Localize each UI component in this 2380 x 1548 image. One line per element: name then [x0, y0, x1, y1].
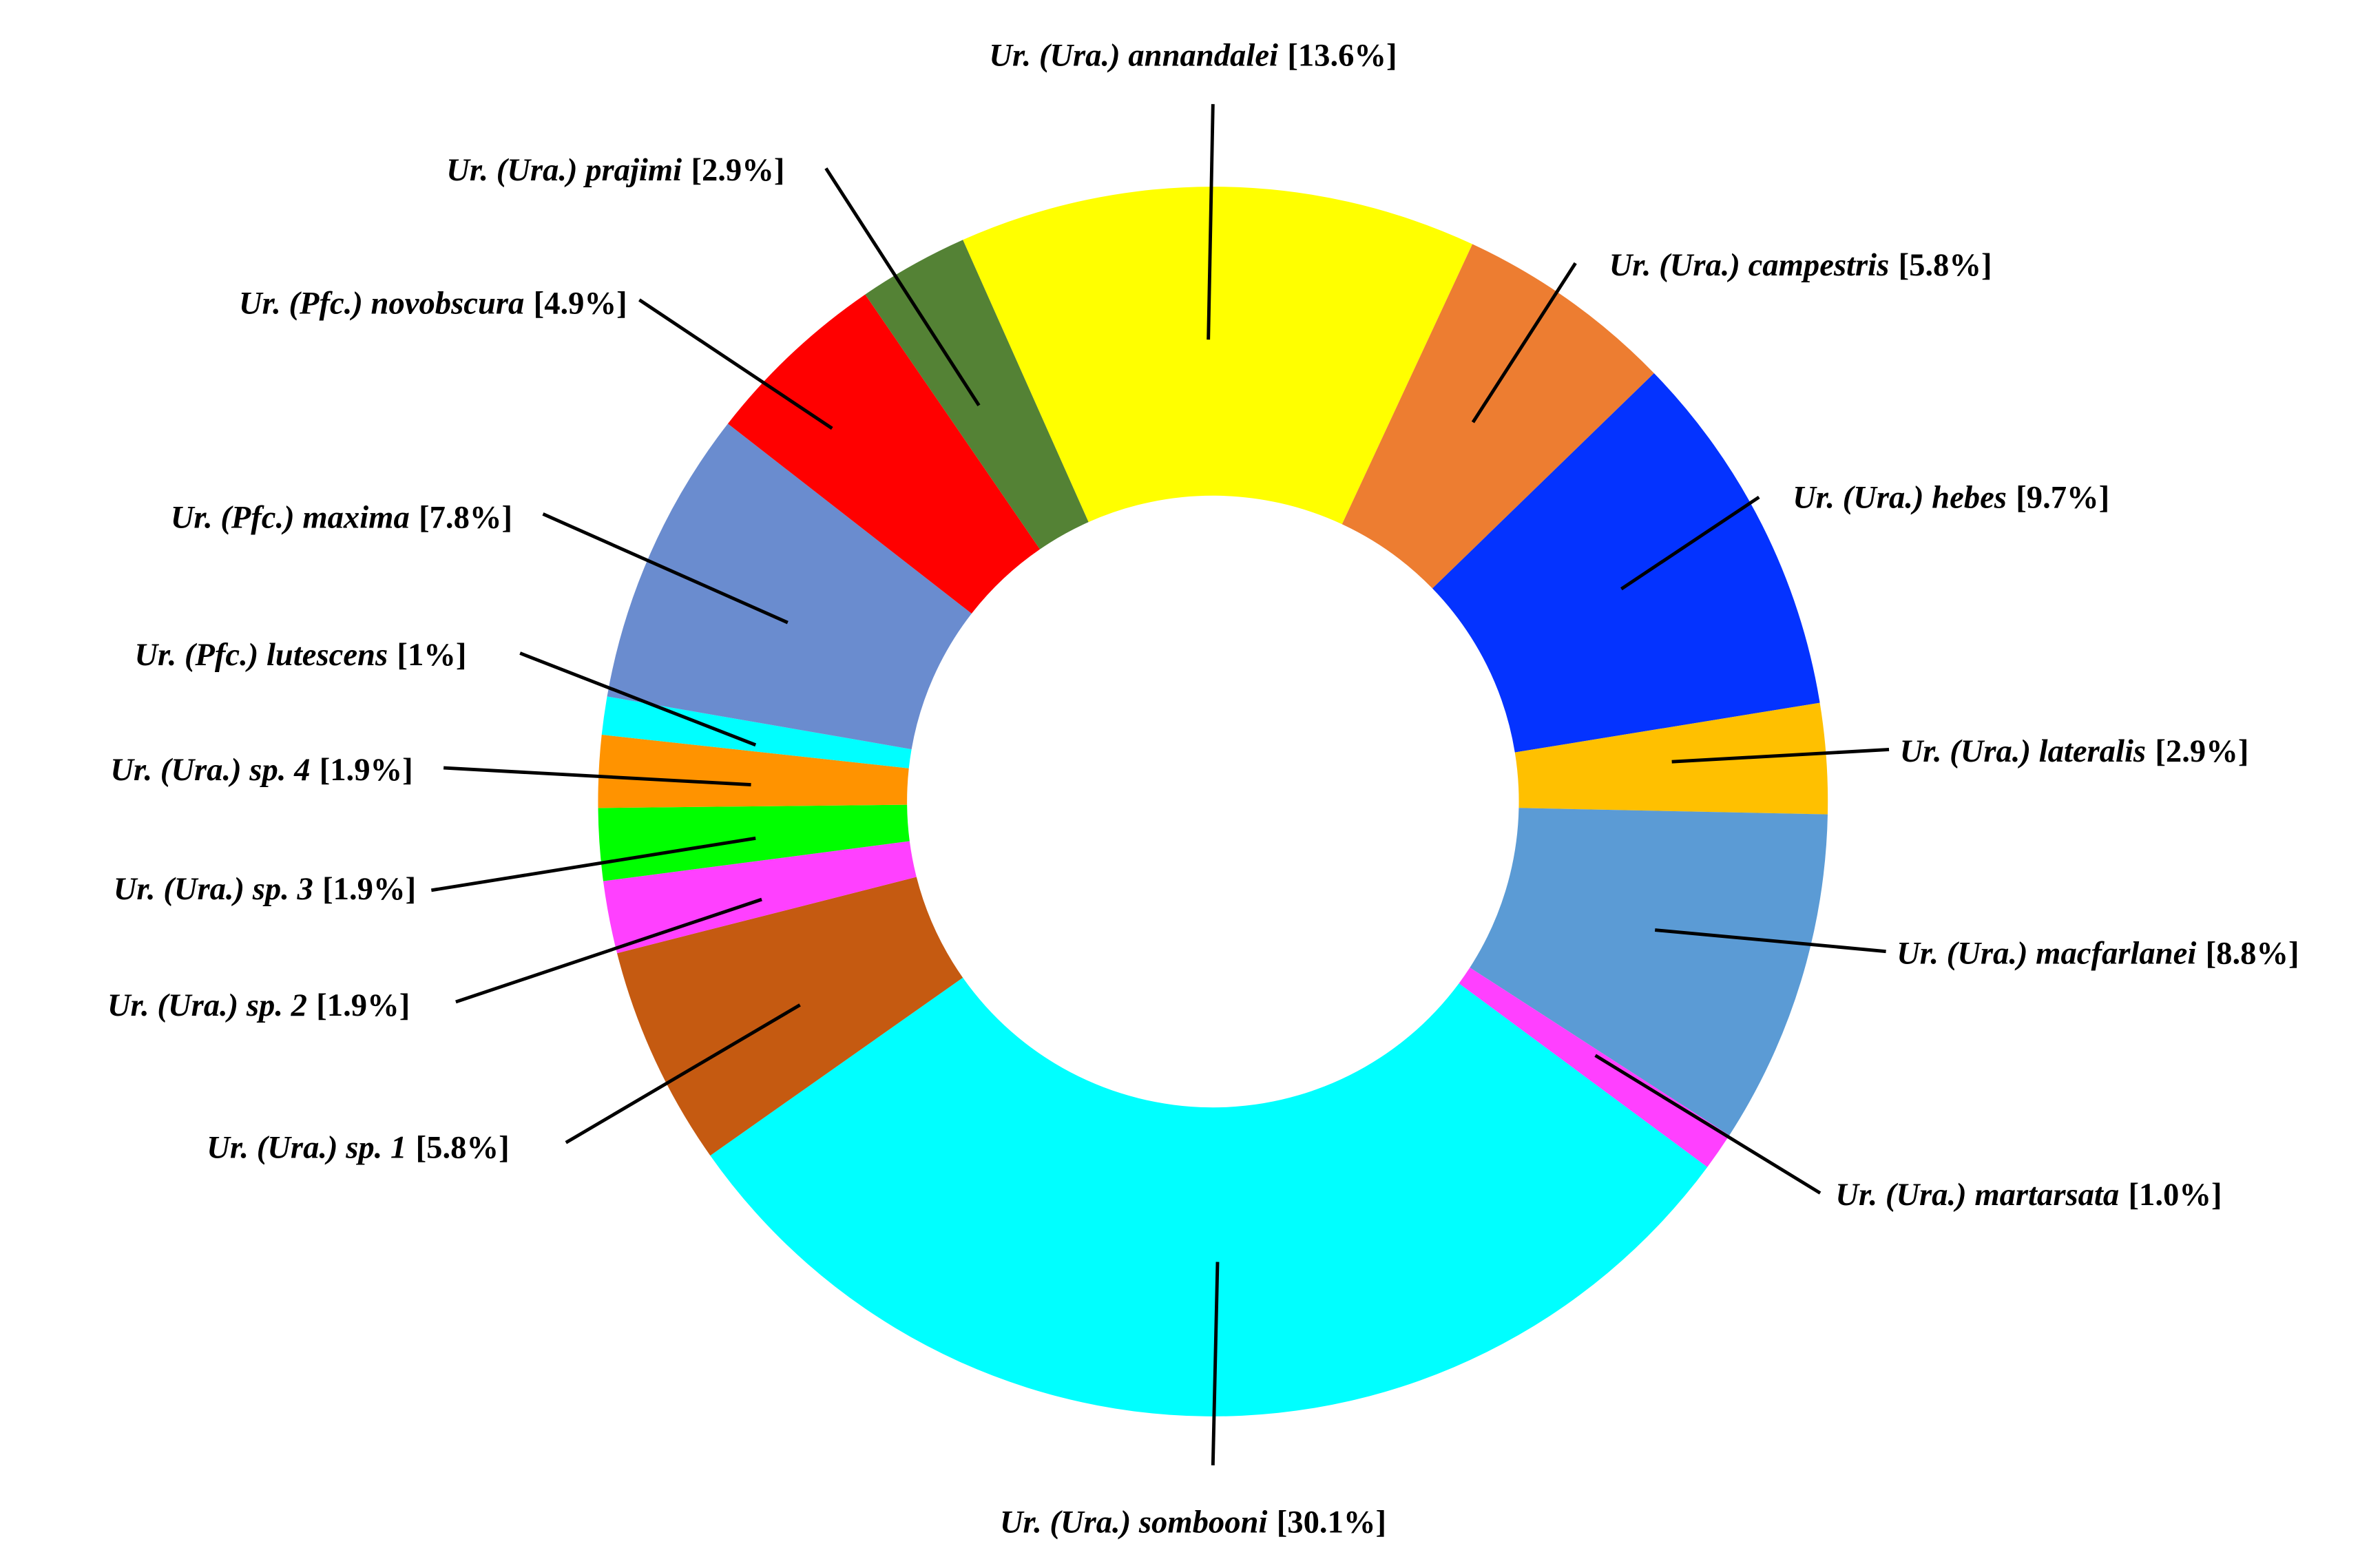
category-label: Ur. (Ura.) sp. 1: [207, 1129, 406, 1165]
leader-line: [443, 766, 751, 786]
value-label: [4.9%]: [534, 285, 627, 321]
donut-slice: [1432, 373, 1820, 753]
slice-label: Ur. (Ura.) hebes [9.7%]: [1793, 479, 2109, 515]
value-label: [1.0%]: [2129, 1177, 2222, 1213]
value-label: [7.8%]: [419, 499, 512, 535]
category-label: Ur. (Ura.) annandalei: [989, 37, 1278, 73]
slice-label: Ur. (Ura.) macfarlanei [8.8%]: [1897, 935, 2299, 971]
slice-label: Ur. (Ura.) sp. 1 [5.8%]: [207, 1129, 509, 1165]
donut-slice: [710, 977, 1708, 1416]
value-label: [9.7%]: [2016, 479, 2109, 515]
category-label: Ur. (Ura.) hebes: [1793, 479, 2007, 515]
slice-label: Ur. (Ura.) annandalei [13.6%]: [989, 37, 1397, 73]
leader-line: [1471, 262, 1577, 423]
donut-slice: [963, 187, 1473, 525]
leader-line: [430, 836, 756, 892]
category-label: Ur. (Pfc.) novobscura: [239, 285, 524, 321]
leader-line: [1594, 1054, 1821, 1195]
slice-label: Ur. (Ura.) sp. 3 [1.9%]: [114, 871, 416, 907]
slice-label: Ur. (Ura.) sp. 4 [1.9%]: [110, 751, 413, 787]
value-label: [1%]: [397, 637, 466, 673]
leader-line: [542, 512, 789, 625]
category-label: Ur. (Pfc.) maxima: [171, 499, 410, 535]
donut-slice: [598, 734, 909, 808]
leader-line: [824, 167, 981, 407]
donut-slice: [727, 294, 1041, 614]
leader-line: [1654, 928, 1886, 954]
slice-label: Ur. (Ura.) sp. 2 [1.9%]: [107, 987, 410, 1023]
value-label: [5.8%]: [416, 1129, 510, 1165]
category-label: Ur. (Ura.) prajimi: [446, 152, 682, 188]
category-label: Ur. (Pfc.) lutescens: [134, 637, 388, 673]
leader-line: [455, 897, 762, 1004]
category-label: Ur. (Ura.) sp. 3: [114, 871, 313, 907]
value-label: [5.8%]: [1899, 247, 1992, 283]
value-label: [1.9%]: [320, 751, 413, 787]
slice-label: Ur. (Ura.) campestris [5.8%]: [1609, 247, 1992, 283]
donut-slice: [1459, 967, 1730, 1167]
donut-slice: [1514, 702, 1828, 815]
donut-slice: [1470, 808, 1828, 1136]
category-label: Ur. (Ura.) macfarlanei: [1897, 935, 2196, 971]
value-label: [2.9%]: [2155, 733, 2248, 769]
leader-line: [519, 651, 757, 747]
category-label: Ur. (Ura.) sp. 4: [110, 751, 310, 787]
leader-line: [1211, 1262, 1220, 1465]
slice-label: Ur. (Ura.) sombooni [30.1%]: [1000, 1504, 1386, 1540]
value-label: [13.6%]: [1287, 37, 1397, 73]
slice-label: Ur. (Pfc.) maxima [7.8%]: [171, 499, 512, 535]
leader-line: [1620, 495, 1760, 591]
category-label: Ur. (Ura.) martarsata: [1835, 1177, 2119, 1213]
slice-label: Ur. (Ura.) prajimi [2.9%]: [446, 152, 784, 188]
category-label: Ur. (Ura.) campestris: [1609, 247, 1890, 283]
category-label: Ur. (Ura.) sombooni: [1000, 1504, 1268, 1540]
slice-label: Ur. (Pfc.) lutescens [1%]: [134, 637, 466, 673]
category-label: Ur. (Ura.) sp. 2: [107, 987, 307, 1023]
value-label: [30.1%]: [1277, 1504, 1386, 1540]
value-label: [2.9%]: [691, 152, 784, 188]
slice-label: Ur. (Ura.) martarsata [1.0%]: [1835, 1177, 2222, 1213]
slice-label: Ur. (Pfc.) novobscura [4.9%]: [239, 285, 627, 321]
slice-label: Ur. (Ura.) lateralis [2.9%]: [1900, 733, 2249, 769]
donut-slice: [607, 423, 972, 750]
donut-slice: [598, 804, 910, 881]
leader-line: [1207, 104, 1215, 340]
value-label: [1.9%]: [316, 987, 410, 1023]
category-label: Ur. (Ura.) lateralis: [1900, 733, 2146, 769]
value-label: [8.8%]: [2206, 935, 2299, 971]
donut-slice: [617, 877, 963, 1156]
value-label: [1.9%]: [322, 871, 416, 907]
donut-slice: [1342, 244, 1654, 589]
leader-line: [638, 298, 833, 430]
leader-line: [1671, 748, 1890, 764]
leader-line: [565, 1003, 801, 1144]
